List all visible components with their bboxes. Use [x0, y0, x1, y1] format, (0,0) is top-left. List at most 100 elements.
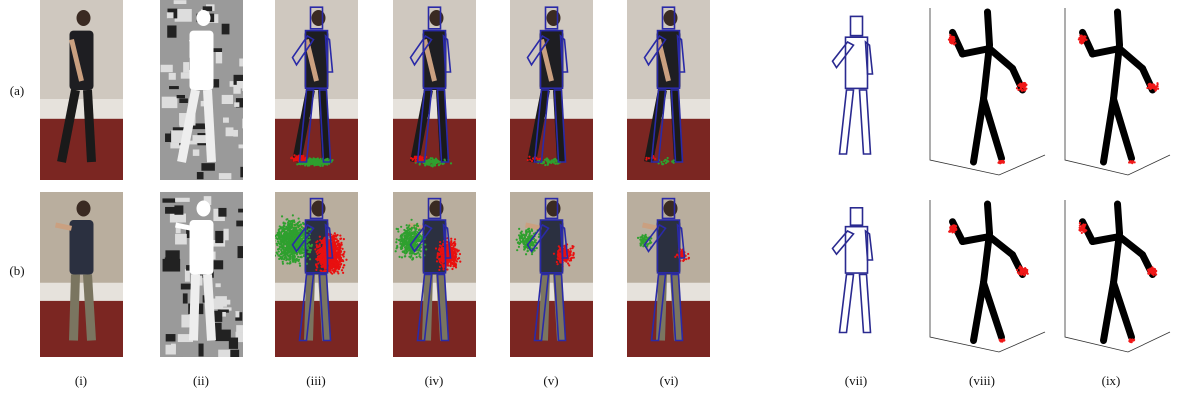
point: [559, 259, 561, 261]
point: [295, 159, 297, 161]
floor: [40, 119, 123, 180]
plot-3d: [930, 200, 1045, 352]
point: [316, 246, 318, 248]
point: [395, 241, 397, 243]
noise: [162, 97, 178, 108]
point: [398, 256, 400, 258]
point: [300, 253, 302, 255]
floor: [627, 301, 710, 357]
point: [283, 243, 285, 245]
image-panel: [393, 0, 476, 180]
point: [516, 239, 518, 241]
point: [343, 251, 345, 253]
point: [529, 232, 531, 234]
noise: [174, 0, 187, 4]
point: [284, 252, 286, 254]
point: [438, 269, 440, 271]
point: [456, 260, 458, 262]
point: [276, 244, 278, 246]
point: [1157, 88, 1159, 90]
point: [1081, 227, 1083, 229]
point: [280, 245, 282, 247]
noise: [240, 167, 256, 177]
point: [408, 249, 410, 251]
point: [520, 232, 522, 234]
point: [287, 249, 289, 251]
point: [434, 164, 436, 166]
point: [293, 154, 295, 156]
point: [644, 236, 646, 238]
wall-band: [40, 283, 123, 303]
point: [333, 251, 335, 253]
point: [1003, 162, 1005, 164]
point: [327, 158, 329, 160]
point: [405, 250, 407, 252]
point: [547, 164, 549, 166]
point: [286, 262, 288, 264]
point: [325, 257, 327, 259]
point: [276, 253, 278, 255]
wall-band: [275, 283, 358, 303]
head: [547, 10, 561, 26]
limb: [1120, 49, 1143, 69]
point: [278, 254, 280, 256]
point: [434, 161, 436, 163]
point: [567, 262, 569, 264]
point: [292, 261, 294, 263]
point: [278, 250, 280, 252]
point: [640, 243, 642, 245]
point: [948, 38, 950, 40]
point: [435, 247, 437, 249]
point: [557, 250, 559, 252]
point: [523, 237, 525, 239]
limb: [1118, 204, 1120, 233]
point: [299, 224, 301, 226]
point: [451, 268, 453, 270]
head: [664, 10, 678, 26]
point: [1021, 273, 1023, 275]
point: [420, 157, 422, 159]
point: [290, 245, 292, 247]
point: [300, 250, 302, 252]
point: [285, 233, 287, 235]
noise: [197, 172, 204, 179]
point: [333, 247, 335, 249]
point: [516, 249, 518, 251]
point: [687, 253, 689, 255]
point: [323, 242, 325, 244]
point: [322, 165, 324, 167]
point: [308, 239, 310, 241]
point: [683, 259, 685, 261]
point: [440, 163, 442, 165]
point: [569, 248, 571, 250]
point: [291, 222, 293, 224]
floor: [510, 301, 593, 357]
point: [290, 234, 292, 236]
point: [281, 258, 283, 260]
point: [293, 219, 295, 221]
torso: [70, 220, 94, 274]
noise: [234, 102, 239, 107]
point: [452, 251, 454, 253]
point: [283, 229, 285, 231]
wall-band: [510, 99, 593, 121]
point: [270, 241, 272, 243]
point: [531, 160, 533, 162]
point: [543, 162, 545, 164]
point: [287, 221, 289, 223]
image-panel: [627, 0, 710, 180]
head: [77, 10, 91, 26]
point: [334, 232, 336, 234]
point: [300, 247, 302, 249]
floor: [393, 301, 476, 357]
point: [308, 160, 310, 162]
point: [333, 244, 335, 246]
point: [444, 159, 446, 161]
point: [439, 241, 441, 243]
wall-band: [393, 99, 476, 121]
arm: [176, 225, 192, 228]
point: [293, 224, 295, 226]
noise: [238, 209, 244, 213]
noise: [165, 207, 178, 214]
column-label: (iv): [425, 373, 444, 388]
